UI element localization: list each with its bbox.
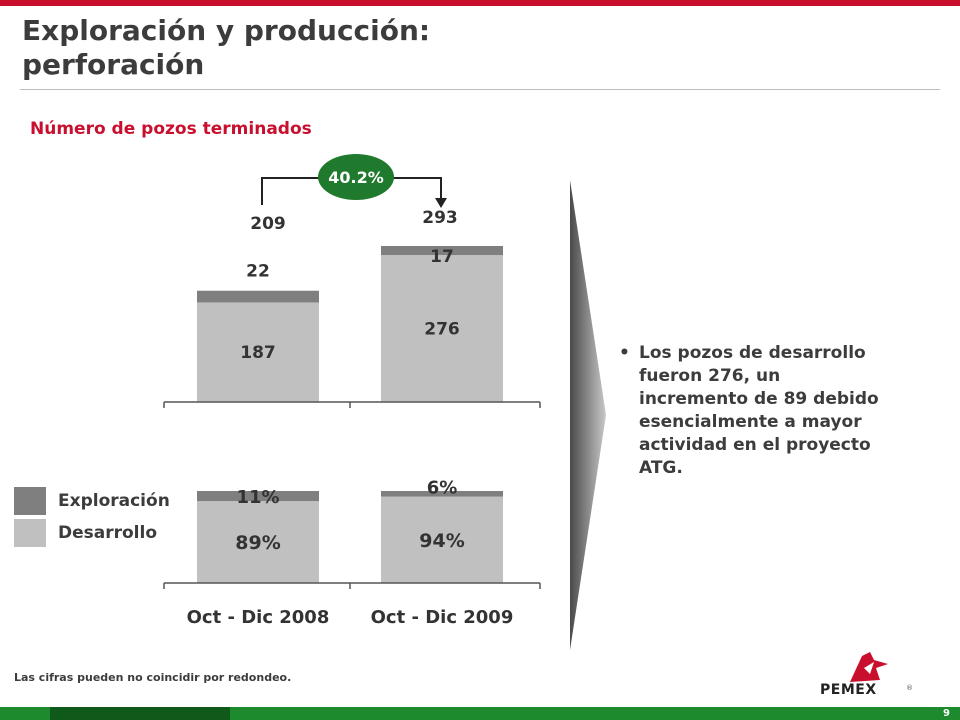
bar-desarrollo-1	[381, 255, 503, 402]
pct-label-desarrollo-0: 89%	[235, 532, 280, 554]
pct-bar-desarrollo-0	[197, 501, 319, 583]
large-arrow-icon	[570, 180, 606, 650]
top-accent-bar	[0, 0, 960, 6]
bar-exploracion-1	[381, 246, 503, 256]
pct-label-desarrollo-1: 94%	[419, 530, 464, 552]
bottom-bar: 9	[0, 707, 960, 720]
pct-label-exploracion-1: 6%	[427, 478, 458, 499]
pct-label-exploracion-0: 11%	[236, 487, 279, 508]
title-line-1: Exploración y producción:	[22, 14, 431, 47]
legend-label-exploracion: Exploración	[58, 491, 170, 511]
pemex-logo-text: PEMEX	[820, 682, 877, 698]
growth-label: 40.2%	[328, 168, 384, 187]
pct-bar-desarrollo-1	[381, 496, 503, 583]
total-label-0: 209	[250, 214, 286, 234]
bar-label-desarrollo-1: 276	[424, 320, 460, 340]
bottom-bar-accent	[50, 707, 230, 720]
total-label-1: 293	[422, 208, 458, 228]
registered-mark: ®	[906, 684, 913, 692]
legend-label-desarrollo: Desarrollo	[58, 523, 158, 543]
bar-exploracion-0	[197, 290, 319, 303]
pct-bar-exploracion-1	[381, 491, 503, 497]
bar-desarrollo-0	[197, 302, 319, 402]
growth-badge	[318, 154, 394, 200]
bullet-text: Los pozos de desarrollo fueron 276, un i…	[639, 343, 879, 478]
bar-label-exploracion-0: 22	[246, 262, 270, 282]
pct-bar-exploracion-0	[197, 491, 319, 502]
category-label-oct-dic-2009: Oct - Dic 2009	[371, 607, 514, 628]
slide-title: Exploración y producción: perforación	[22, 14, 430, 82]
category-label-oct-dic-2008: Oct - Dic 2008	[187, 607, 330, 628]
title-line-2: perforación	[22, 48, 205, 81]
bullet-point: • Los pozos de desarrollo fueron 276, un…	[619, 342, 892, 480]
legend-swatch-desarrollo	[14, 519, 46, 547]
legend-swatch-exploracion	[14, 487, 46, 515]
footnote: Las cifras pueden no coincidir por redon…	[14, 671, 292, 684]
bar-label-desarrollo-0: 187	[240, 343, 276, 363]
chart-subtitle: Número de pozos terminados	[30, 119, 312, 139]
pemex-logo: PEMEX ®	[820, 650, 920, 698]
title-divider	[20, 89, 940, 90]
bullet-dot-icon: •	[619, 343, 630, 363]
pemex-eagle-icon	[850, 652, 888, 682]
bar-label-exploracion-1: 17	[430, 247, 454, 267]
page-number: 9	[943, 708, 950, 719]
growth-arrowhead-icon	[435, 198, 447, 208]
